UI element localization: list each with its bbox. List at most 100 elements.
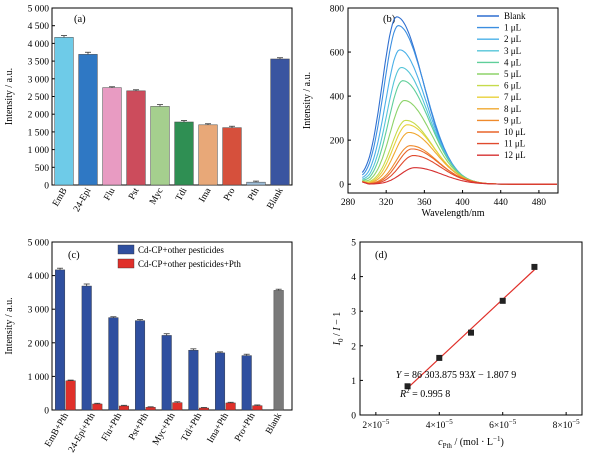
y-tick-label: 600 [330, 49, 345, 59]
y-tick-label: 3 500 [28, 58, 50, 68]
x-tick-label: 280 [341, 198, 356, 208]
bar [174, 121, 194, 186]
y-tick-label: 5 000 [28, 239, 50, 249]
bar [126, 90, 146, 186]
bar [215, 352, 226, 411]
panel-b: 0 200 400 600 800 280 320 360 400 440 480 Wavelengt… [302, 5, 559, 219]
series-line [362, 167, 557, 185]
x-tick-label: Pth [247, 186, 262, 202]
legend-label: Cd-CP+other pesticides [138, 245, 224, 255]
y-tick-label: 400 [330, 93, 345, 103]
panel-c: 0 1 000 2 000 3 000 4 000 5 000 Intensity / a.… [4, 239, 293, 455]
y-tick-label: 0 [44, 182, 49, 192]
x-tick-label: 440 [494, 198, 509, 208]
y-tick-label: 1 000 [28, 373, 50, 383]
y-axis-title: I0 / I − 1 [332, 312, 345, 347]
bar [102, 87, 122, 186]
r-squared: R2 = 0.995 8 [399, 387, 450, 400]
x-tick-label: 24-Epi+Pth [67, 411, 98, 454]
y-tick-label: 500 [35, 164, 50, 174]
y-tick-label: 2 000 [28, 111, 50, 121]
y-axis-title: Intensity / a.u. [4, 68, 15, 125]
bar [188, 349, 199, 411]
bar [252, 405, 263, 411]
legend-swatch [117, 244, 135, 255]
y-tick-label: 0 [44, 407, 49, 417]
x-tick-label: Myc+Pth [151, 411, 178, 447]
legend-label: Cd-CP+other pesticides+Pth [138, 259, 241, 269]
x-tick-label: Pst+Pth [127, 411, 151, 442]
x-axis-title: Wavelength/nm [421, 208, 484, 219]
legend-label: 11 μL [504, 139, 525, 149]
x-tick-label: 320 [379, 198, 394, 208]
bar [172, 402, 183, 411]
bar [273, 290, 284, 411]
x-tick-label: EmB+Pth [43, 411, 71, 449]
x-tick-label: Ima+Pth [206, 411, 231, 445]
x-tick-label: 8×10−5 [553, 418, 581, 431]
bar [145, 407, 156, 411]
y-tick-label: 5 000 [28, 5, 50, 15]
legend-swatch [117, 258, 135, 269]
legend-label: 2 μL [504, 34, 521, 44]
panel-a: 0 500 1 000 1 500 2 000 2 500 3 000 3 500 4 000 4… [4, 5, 293, 214]
bar [65, 380, 76, 411]
panel-label: (a) [74, 14, 86, 25]
y-tick-label: 4 000 [28, 272, 50, 282]
x-tick-label: 2×10−5 [362, 418, 390, 431]
panel-label: (d) [375, 250, 388, 261]
legend-label: 1 μL [504, 23, 521, 33]
y-tick-label: 4 [351, 273, 356, 283]
panel-d: 0 1 2 3 4 5 2×10−5 4×10−5 6×10−5 8×10−5 I0 / I − 1… [332, 239, 583, 450]
legend-label: 10 μL [504, 127, 526, 137]
y-tick-label: 2 [351, 342, 356, 352]
x-tick-label: Blank [266, 186, 286, 211]
data-point [436, 354, 443, 361]
series-line [362, 49, 557, 185]
bar [150, 106, 170, 186]
y-tick-label: 0 [351, 412, 356, 422]
panel-label: (b) [383, 14, 396, 25]
x-axis-title: cPth / (mol · L−1) [438, 435, 504, 450]
bar [198, 124, 218, 186]
x-tick-label: Myc [148, 187, 165, 207]
fit-line [407, 269, 535, 389]
bar [161, 335, 172, 411]
x-tick-label: 24-Epi [72, 186, 94, 214]
y-tick-label: 3 000 [28, 75, 50, 85]
bar [225, 402, 236, 411]
plot-frame [359, 241, 583, 416]
x-tick-label: 480 [532, 198, 547, 208]
y-tick-label: 0 [339, 181, 344, 191]
series-line [362, 66, 557, 185]
data-point [404, 383, 411, 390]
x-tick-label: Pro+Pth [233, 411, 257, 443]
plot-frame [347, 7, 559, 194]
y-tick-label: 5 [351, 239, 356, 249]
data-point [499, 297, 506, 304]
legend-label: 8 μL [504, 104, 521, 114]
x-tick-label: Flu+Pth [100, 411, 124, 443]
x-tick-label: Tdi [174, 186, 189, 203]
legend-label: 12 μL [504, 150, 526, 160]
legend-label: 9 μL [504, 115, 521, 125]
x-tick-label: Flu [103, 186, 118, 202]
bar [241, 355, 252, 411]
bar [198, 407, 209, 411]
x-tick-label: EmB [51, 187, 69, 209]
y-tick-label: 2 500 [28, 93, 50, 103]
x-tick-label: Ima [198, 186, 214, 204]
legend-label: Blank [504, 11, 526, 21]
x-tick-label: 4×10−5 [426, 418, 454, 431]
y-tick-label: 3 [351, 308, 356, 318]
y-tick-label: 4 000 [28, 40, 50, 50]
x-tick-label: Blank [264, 411, 284, 436]
y-axis-title: Intensity / a.u. [4, 297, 15, 354]
y-axis-title: Intensity / a.u. [302, 72, 313, 129]
bar [270, 58, 290, 186]
y-tick-label: 200 [330, 137, 345, 147]
y-tick-label: 1 500 [28, 128, 50, 138]
fit-equation: Y = 86 303.875 93X − 1.807 9 [396, 370, 516, 381]
legend-label: 5 μL [504, 69, 521, 79]
